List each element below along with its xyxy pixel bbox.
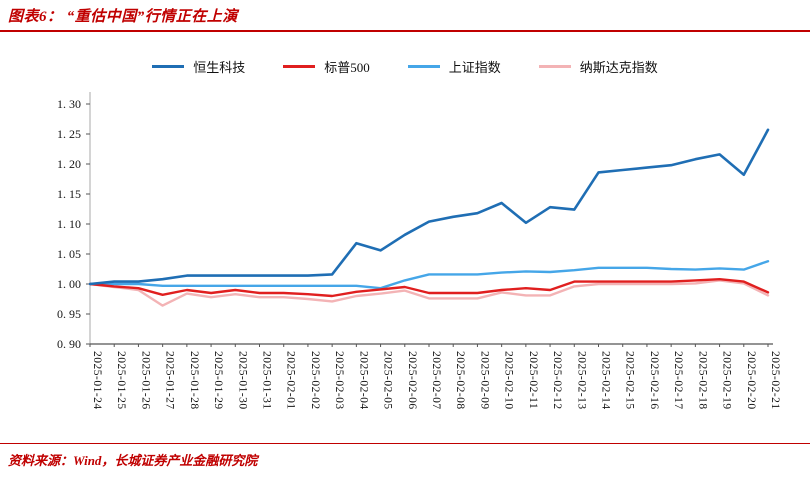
x-tick-label: 2025-01-29 xyxy=(212,351,224,410)
x-tick-label: 2025-02-01 xyxy=(285,351,297,410)
y-tick-label: 0. 90 xyxy=(57,337,81,351)
series-line-nasdaq xyxy=(88,279,770,307)
legend-swatch-sse-composite xyxy=(407,64,440,68)
x-tick-label: 2025-02-18 xyxy=(696,351,708,410)
legend-label-sp500: 标普500 xyxy=(324,59,370,75)
legend-label-sse-composite: 上证指数 xyxy=(448,59,501,75)
x-tick-label: 2025-01-26 xyxy=(139,351,151,410)
x-tick-label: 2025-02-07 xyxy=(430,351,442,410)
x-tick-label: 2025-02-08 xyxy=(454,351,466,410)
legend-item-nasdaq: 纳斯达克指数 xyxy=(538,57,658,76)
series-line-sse-composite xyxy=(88,259,770,290)
y-tick-label: 1. 30 xyxy=(57,97,81,111)
figure-title: 图表6： “重估中国”行情正在上演 xyxy=(0,0,810,32)
legend-label-hang-seng-tech: 恒生科技 xyxy=(193,59,246,75)
x-tick-label: 2025-02-12 xyxy=(551,351,563,410)
x-tick-label: 2025-02-02 xyxy=(309,351,321,410)
legend-swatch-nasdaq xyxy=(538,64,571,68)
x-tick-label: 2025-01-25 xyxy=(115,351,127,410)
series-line-sp500 xyxy=(88,277,770,298)
x-tick-label: 2025-02-11 xyxy=(527,351,539,409)
chart-legend: 恒生科技 标普500 上证指数 纳斯达克指数 xyxy=(0,56,810,76)
legend-swatch-sp500 xyxy=(283,64,316,68)
x-tick-label: 2025-02-17 xyxy=(672,351,684,410)
line-chart: 0. 90 0. 95 1. 00 1. 05 1. 10 1. 15 1. 20 1. 25… xyxy=(57,92,781,410)
x-tick-label: 2025-02-13 xyxy=(575,351,587,410)
x-tick-label: 2025-02-14 xyxy=(600,351,612,410)
x-tick-label: 2025-02-06 xyxy=(406,351,418,410)
x-tick-label: 2025-02-20 xyxy=(745,351,757,410)
x-tick-label: 2025-02-21 xyxy=(769,351,781,410)
y-tick-label: 1. 05 xyxy=(57,247,81,261)
x-tick-label: 2025-02-05 xyxy=(382,351,394,410)
y-tick-label: 1. 00 xyxy=(57,277,81,291)
series-line-hang-seng-tech xyxy=(88,128,770,286)
legend-swatch-hang-seng-tech xyxy=(152,64,185,68)
x-tick-label: 2025-01-24 xyxy=(91,351,103,410)
legend-item-hang-seng-tech: 恒生科技 xyxy=(152,57,245,76)
legend-item-sse-composite: 上证指数 xyxy=(407,57,501,76)
x-tick-label: 2025-02-19 xyxy=(721,351,733,410)
x-tick-label: 2025-01-28 xyxy=(188,351,200,410)
y-tick-label: 0. 95 xyxy=(57,307,81,321)
y-tick-label: 1. 10 xyxy=(57,217,81,231)
x-tick-label: 2025-02-10 xyxy=(503,351,515,410)
legend-label-nasdaq: 纳斯达克指数 xyxy=(579,59,658,75)
y-tick-label: 1. 25 xyxy=(57,127,81,141)
y-tick-label: 1. 15 xyxy=(57,187,81,201)
x-tick-label: 2025-02-15 xyxy=(624,351,636,410)
x-tick-label: 2025-02-03 xyxy=(333,351,345,410)
x-tick-label: 2025-02-04 xyxy=(357,351,369,410)
x-tick-label: 2025-01-30 xyxy=(236,351,248,410)
x-tick-label: 2025-02-09 xyxy=(478,351,490,410)
x-tick-label: 2025-01-31 xyxy=(261,351,273,410)
legend-item-sp500: 标普500 xyxy=(283,57,370,76)
source-note: 资料来源：Wind，长城证券产业金融研究院 xyxy=(0,443,810,477)
x-tick-label: 2025-02-16 xyxy=(648,351,660,410)
x-tick-label: 2025-01-27 xyxy=(164,351,176,410)
y-tick-label: 1. 20 xyxy=(57,157,81,171)
